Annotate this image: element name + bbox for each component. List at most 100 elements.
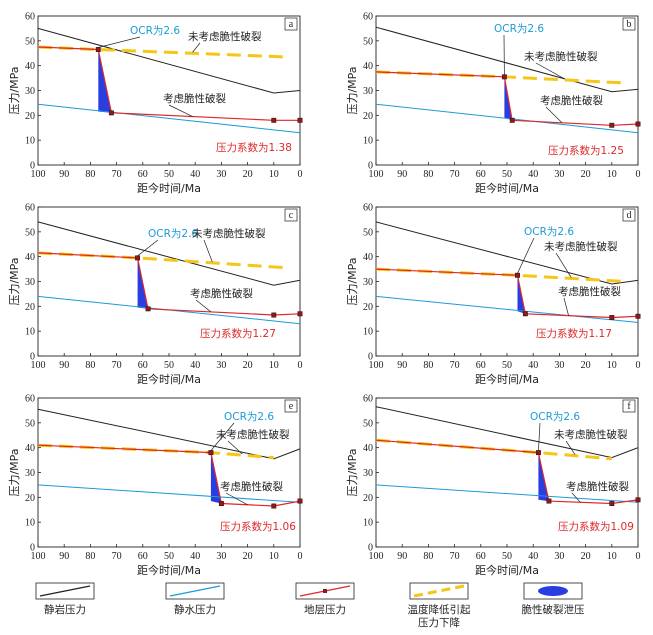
legend-item-lithostatic: 静岩压力 bbox=[35, 582, 95, 616]
x-tick-label: 70 bbox=[450, 551, 460, 562]
brittle-annotation: 考虑脆性破裂 bbox=[190, 287, 253, 300]
x-axis-label: 距今时间/Ma bbox=[137, 372, 201, 386]
ocr-annotation: OCR为2.6 bbox=[148, 228, 198, 240]
y-axis-label: 压力/MPa bbox=[8, 257, 21, 305]
brittle-leader-line bbox=[563, 297, 569, 316]
y-tick-label: 60 bbox=[363, 394, 373, 405]
legend-item-brittle_release: 脆性破裂泄压 bbox=[522, 582, 585, 616]
x-tick-label: 20 bbox=[581, 169, 591, 180]
formation-point bbox=[135, 255, 141, 261]
x-tick-label: 90 bbox=[59, 551, 69, 562]
legend-label: 静岩压力 bbox=[44, 603, 86, 616]
x-tick-label: 30 bbox=[216, 360, 226, 371]
brittle-leader-line bbox=[195, 299, 212, 313]
x-tick-label: 40 bbox=[528, 360, 538, 371]
x-tick-label: 60 bbox=[138, 360, 148, 371]
no-brittle-annotation: 未考虑脆性破裂 bbox=[544, 240, 618, 253]
x-tick-label: 20 bbox=[581, 360, 591, 371]
formation-point bbox=[635, 313, 641, 319]
y-tick-label: 50 bbox=[363, 418, 373, 429]
formation-point bbox=[271, 503, 277, 509]
ocr-annotation: OCR为2.6 bbox=[530, 411, 580, 423]
ocr-leader-line bbox=[210, 422, 235, 451]
legend-label: 压力下降 bbox=[418, 616, 460, 629]
brittle-annotation: 考虑脆性破裂 bbox=[220, 480, 283, 493]
pressure-coefficient-label: 压力系数为1.17 bbox=[536, 327, 612, 340]
x-tick-label: 90 bbox=[59, 360, 69, 371]
x-tick-label: 60 bbox=[476, 360, 486, 371]
series-hydrostatic bbox=[375, 103, 639, 134]
x-tick-label: 100 bbox=[31, 551, 46, 562]
y-axis-label: 压力/MPa bbox=[346, 448, 359, 496]
x-tick-label: 0 bbox=[298, 360, 303, 371]
x-tick-label: 100 bbox=[369, 360, 384, 371]
formation-point bbox=[95, 47, 101, 52]
x-tick-label: 30 bbox=[216, 551, 226, 562]
x-tick-label: 20 bbox=[243, 551, 253, 562]
y-tick-label: 60 bbox=[25, 12, 35, 23]
chart-panel-f: 100 90 80 70 60 50 40 30 20 10 00102030405060距今时间/… bbox=[346, 394, 641, 578]
formation-point bbox=[609, 122, 615, 128]
ocr-leader-line bbox=[98, 36, 141, 48]
formation-point bbox=[208, 450, 214, 456]
formation-point bbox=[609, 315, 615, 320]
series-lithostatic bbox=[375, 221, 639, 285]
x-tick-label: 0 bbox=[636, 360, 641, 371]
x-tick-label: 50 bbox=[502, 551, 512, 562]
brittle-leader-line bbox=[571, 492, 581, 503]
x-tick-label: 30 bbox=[554, 169, 564, 180]
x-tick-label: 50 bbox=[502, 360, 512, 371]
series-hydrostatic bbox=[37, 103, 301, 134]
x-tick-label: 80 bbox=[85, 169, 95, 180]
series-formation bbox=[37, 252, 301, 316]
brittle-annotation: 考虑脆性破裂 bbox=[558, 285, 621, 298]
y-axis-label: 压力/MPa bbox=[346, 66, 359, 114]
y-tick-label: 60 bbox=[25, 394, 35, 405]
series-hydrostatic bbox=[375, 295, 639, 323]
y-tick-label: 30 bbox=[25, 468, 35, 479]
x-axis-label: 距今时间/Ma bbox=[475, 372, 539, 386]
brittle-leader-line bbox=[168, 104, 193, 117]
x-tick-label: 50 bbox=[164, 169, 174, 180]
y-axis-label: 压力/MPa bbox=[8, 66, 21, 114]
y-tick-label: 20 bbox=[25, 111, 35, 122]
brittle-leader-line bbox=[225, 492, 248, 506]
pressure-coefficient-label: 压力系数为1.27 bbox=[200, 327, 276, 340]
x-tick-label: 40 bbox=[528, 169, 538, 180]
y-tick-label: 40 bbox=[363, 443, 373, 454]
series-lithostatic bbox=[375, 26, 639, 93]
panel-letter: d bbox=[627, 210, 632, 221]
pressure-coefficient-label: 压力系数为1.38 bbox=[216, 141, 292, 154]
y-tick-label: 0 bbox=[30, 161, 35, 172]
y-tick-label: 60 bbox=[363, 12, 373, 23]
x-tick-label: 60 bbox=[138, 169, 148, 180]
formation-point bbox=[515, 272, 520, 278]
no-brittle-leader-line bbox=[227, 440, 243, 455]
no-brittle-leader-line bbox=[555, 252, 572, 278]
chart-panel-c: 100 90 80 70 60 50 40 30 20 10 00102030405060距今时间/… bbox=[8, 203, 303, 387]
series-formation bbox=[37, 46, 300, 121]
brittle-annotation: 考虑脆性破裂 bbox=[566, 480, 629, 493]
no-brittle-annotation: 未考虑脆性破裂 bbox=[188, 30, 262, 43]
legend-line-swatch bbox=[413, 584, 465, 598]
chart-panel-e: 100 90 80 70 60 50 40 30 20 10 00102030405060距今时间/… bbox=[8, 394, 303, 578]
y-tick-label: 0 bbox=[30, 543, 35, 554]
legend-item-hydrostatic: 静水压力 bbox=[165, 582, 225, 616]
y-tick-label: 20 bbox=[363, 493, 373, 504]
x-tick-label: 100 bbox=[31, 360, 46, 371]
x-tick-label: 10 bbox=[269, 551, 279, 562]
x-tick-label: 70 bbox=[112, 169, 122, 180]
x-tick-label: 90 bbox=[397, 551, 407, 562]
formation-point bbox=[609, 501, 615, 506]
y-tick-label: 40 bbox=[363, 252, 373, 263]
y-tick-label: 30 bbox=[363, 86, 373, 97]
x-axis-label: 距今时间/Ma bbox=[475, 181, 539, 195]
y-tick-label: 20 bbox=[25, 493, 35, 504]
ocr-annotation: OCR为2.6 bbox=[494, 23, 544, 35]
x-tick-label: 20 bbox=[243, 360, 253, 371]
x-tick-label: 10 bbox=[607, 360, 617, 371]
x-axis-label: 距今时间/Ma bbox=[137, 181, 201, 195]
x-tick-label: 40 bbox=[528, 551, 538, 562]
legend-release-swatch bbox=[538, 586, 568, 596]
